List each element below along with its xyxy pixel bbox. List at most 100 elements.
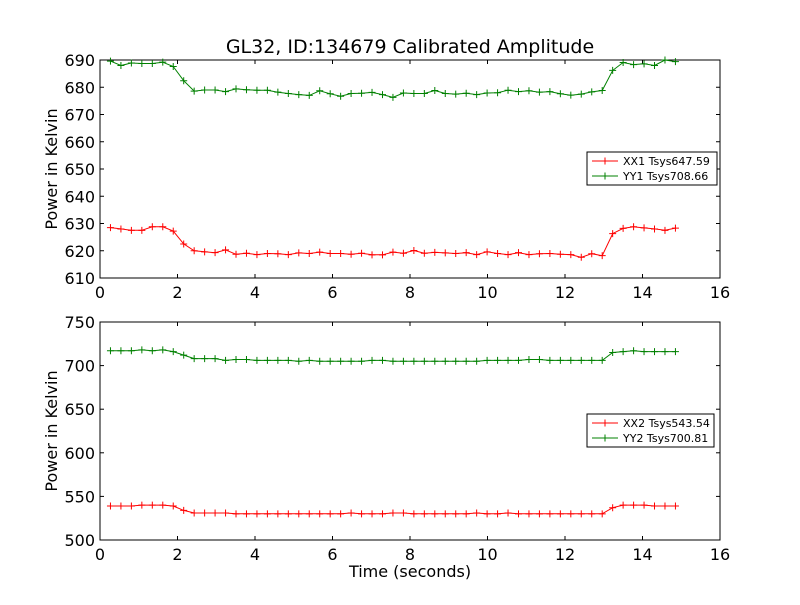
- legend-box: [586, 151, 718, 186]
- data-point: [263, 510, 271, 518]
- data-point: [159, 223, 167, 231]
- data-point: [148, 223, 156, 231]
- data-point: [337, 92, 345, 100]
- data-point: [630, 223, 638, 231]
- data-point: [316, 248, 324, 256]
- legend-marker: [601, 172, 609, 180]
- data-point: [242, 86, 250, 94]
- data-point: [190, 247, 198, 255]
- data-point: [305, 91, 313, 99]
- data-point: [556, 250, 564, 258]
- legend-label: XX2 Tsys543.54: [623, 417, 710, 430]
- y-tick-label: 640: [64, 187, 95, 206]
- x-axis-label: Time (seconds): [348, 562, 471, 581]
- data-point: [127, 226, 135, 234]
- data-point: [483, 510, 491, 518]
- data-point: [535, 355, 543, 363]
- data-point: [556, 90, 564, 98]
- data-point: [504, 86, 512, 94]
- data-point: [316, 510, 324, 518]
- data-point: [473, 509, 481, 517]
- data-point: [347, 250, 355, 258]
- data-point: [609, 66, 617, 74]
- data-point: [159, 58, 167, 66]
- y-tick-label: 670: [64, 106, 95, 125]
- data-point: [117, 502, 125, 510]
- legend-marker: [601, 434, 609, 442]
- data-point: [253, 356, 261, 364]
- data-point: [337, 249, 345, 257]
- data-point: [609, 230, 617, 238]
- data-point: [494, 249, 502, 257]
- data-point: [420, 357, 428, 365]
- data-point: [159, 501, 167, 509]
- x-tick-label: 2: [172, 283, 182, 302]
- data-point: [274, 356, 282, 364]
- data-point: [588, 88, 596, 96]
- data-point: [399, 357, 407, 365]
- series-2: [106, 56, 679, 101]
- data-point: [473, 357, 481, 365]
- data-point: [410, 510, 418, 518]
- data-point: [211, 509, 219, 517]
- data-point: [399, 249, 407, 257]
- x-tick-label: 8: [405, 545, 415, 564]
- x-tick-label: 8: [405, 283, 415, 302]
- x-tick-label: 6: [327, 283, 337, 302]
- data-point: [483, 248, 491, 256]
- data-point: [671, 348, 679, 356]
- y-axis-label: Power in Kelvin: [42, 108, 61, 229]
- data-point: [232, 250, 240, 258]
- data-point: [525, 355, 533, 363]
- data-point: [410, 246, 418, 254]
- data-point: [368, 88, 376, 96]
- data-point: [253, 251, 261, 259]
- data-point: [368, 510, 376, 518]
- data-point: [316, 87, 324, 95]
- y-axis-label: Power in Kelvin: [42, 370, 61, 491]
- data-point: [106, 57, 114, 65]
- data-point: [619, 501, 627, 509]
- data-point: [253, 86, 261, 94]
- data-point: [630, 61, 638, 69]
- data-point: [535, 510, 543, 518]
- data-point: [201, 509, 209, 517]
- x-tick-label: 4: [250, 545, 260, 564]
- x-tick-label: 2: [172, 545, 182, 564]
- data-point: [399, 509, 407, 517]
- data-point: [389, 509, 397, 517]
- data-point: [232, 355, 240, 363]
- data-point: [462, 510, 470, 518]
- data-point: [378, 356, 386, 364]
- data-point: [535, 88, 543, 96]
- x-tick-label: 16: [710, 283, 730, 302]
- data-point: [201, 248, 209, 256]
- data-point: [588, 356, 596, 364]
- data-point: [671, 58, 679, 66]
- data-point: [630, 501, 638, 509]
- data-point: [515, 88, 522, 96]
- data-point: [671, 224, 679, 232]
- data-point: [305, 249, 313, 257]
- data-point: [368, 356, 376, 364]
- data-point: [211, 355, 219, 363]
- data-point: [148, 347, 156, 355]
- data-point: [441, 510, 449, 518]
- data-point: [410, 357, 418, 365]
- legend: XX2 Tsys543.54 YY2 Tsys700.81: [586, 413, 715, 448]
- data-point: [263, 249, 271, 257]
- data-point: [525, 87, 533, 95]
- data-point: [640, 348, 648, 356]
- y-tick-label: 620: [64, 242, 95, 261]
- data-point: [483, 356, 491, 364]
- data-point: [180, 351, 188, 359]
- x-tick-label: 16: [710, 545, 730, 564]
- data-point: [588, 510, 596, 518]
- y-tick-label: 500: [64, 531, 95, 550]
- data-point: [630, 347, 638, 355]
- y-tick-label: 680: [64, 78, 95, 97]
- data-point: [598, 252, 606, 260]
- x-tick-label: 4: [250, 283, 260, 302]
- y-tick-label: 550: [64, 487, 95, 506]
- y-tick-label: 630: [64, 215, 95, 234]
